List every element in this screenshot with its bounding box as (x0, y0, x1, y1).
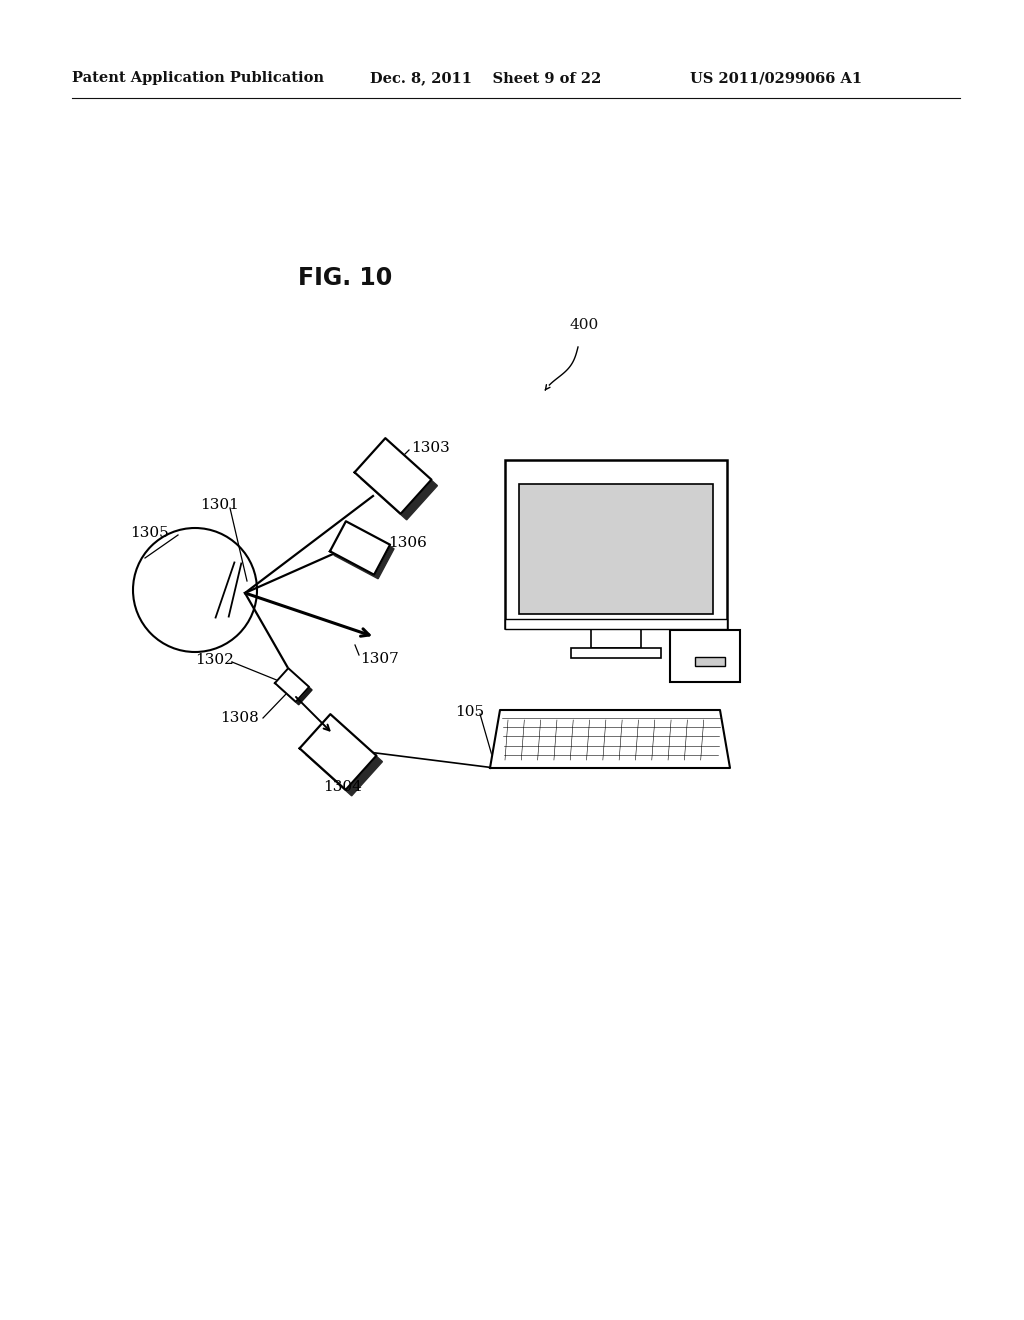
Text: Dec. 8, 2011    Sheet 9 of 22: Dec. 8, 2011 Sheet 9 of 22 (370, 71, 601, 84)
Polygon shape (274, 668, 309, 702)
Bar (571, 648, 662, 657)
Bar (695, 657, 725, 667)
Text: 1304: 1304 (323, 780, 361, 795)
Text: FIG. 10: FIG. 10 (298, 267, 392, 290)
Bar (505, 619, 727, 630)
Polygon shape (490, 710, 730, 768)
Polygon shape (278, 671, 312, 705)
Text: 105: 105 (455, 705, 484, 719)
Text: Patent Application Publication: Patent Application Publication (72, 71, 324, 84)
Polygon shape (330, 521, 390, 574)
Text: 1308: 1308 (220, 711, 259, 725)
Bar (670, 630, 740, 682)
Text: 1301: 1301 (200, 498, 239, 512)
Text: 1305: 1305 (130, 525, 169, 540)
Text: US 2011/0299066 A1: US 2011/0299066 A1 (690, 71, 862, 84)
Polygon shape (334, 525, 394, 578)
Bar (591, 628, 641, 648)
Polygon shape (360, 444, 437, 520)
Text: 1302: 1302 (195, 653, 233, 667)
Bar (519, 484, 713, 614)
Bar (505, 459, 727, 628)
Polygon shape (305, 721, 382, 796)
Text: 1306: 1306 (388, 536, 427, 550)
Text: 400: 400 (570, 318, 599, 333)
Polygon shape (300, 714, 377, 789)
Text: 1303: 1303 (411, 441, 450, 455)
Text: 1307: 1307 (360, 652, 398, 667)
Polygon shape (354, 438, 431, 513)
